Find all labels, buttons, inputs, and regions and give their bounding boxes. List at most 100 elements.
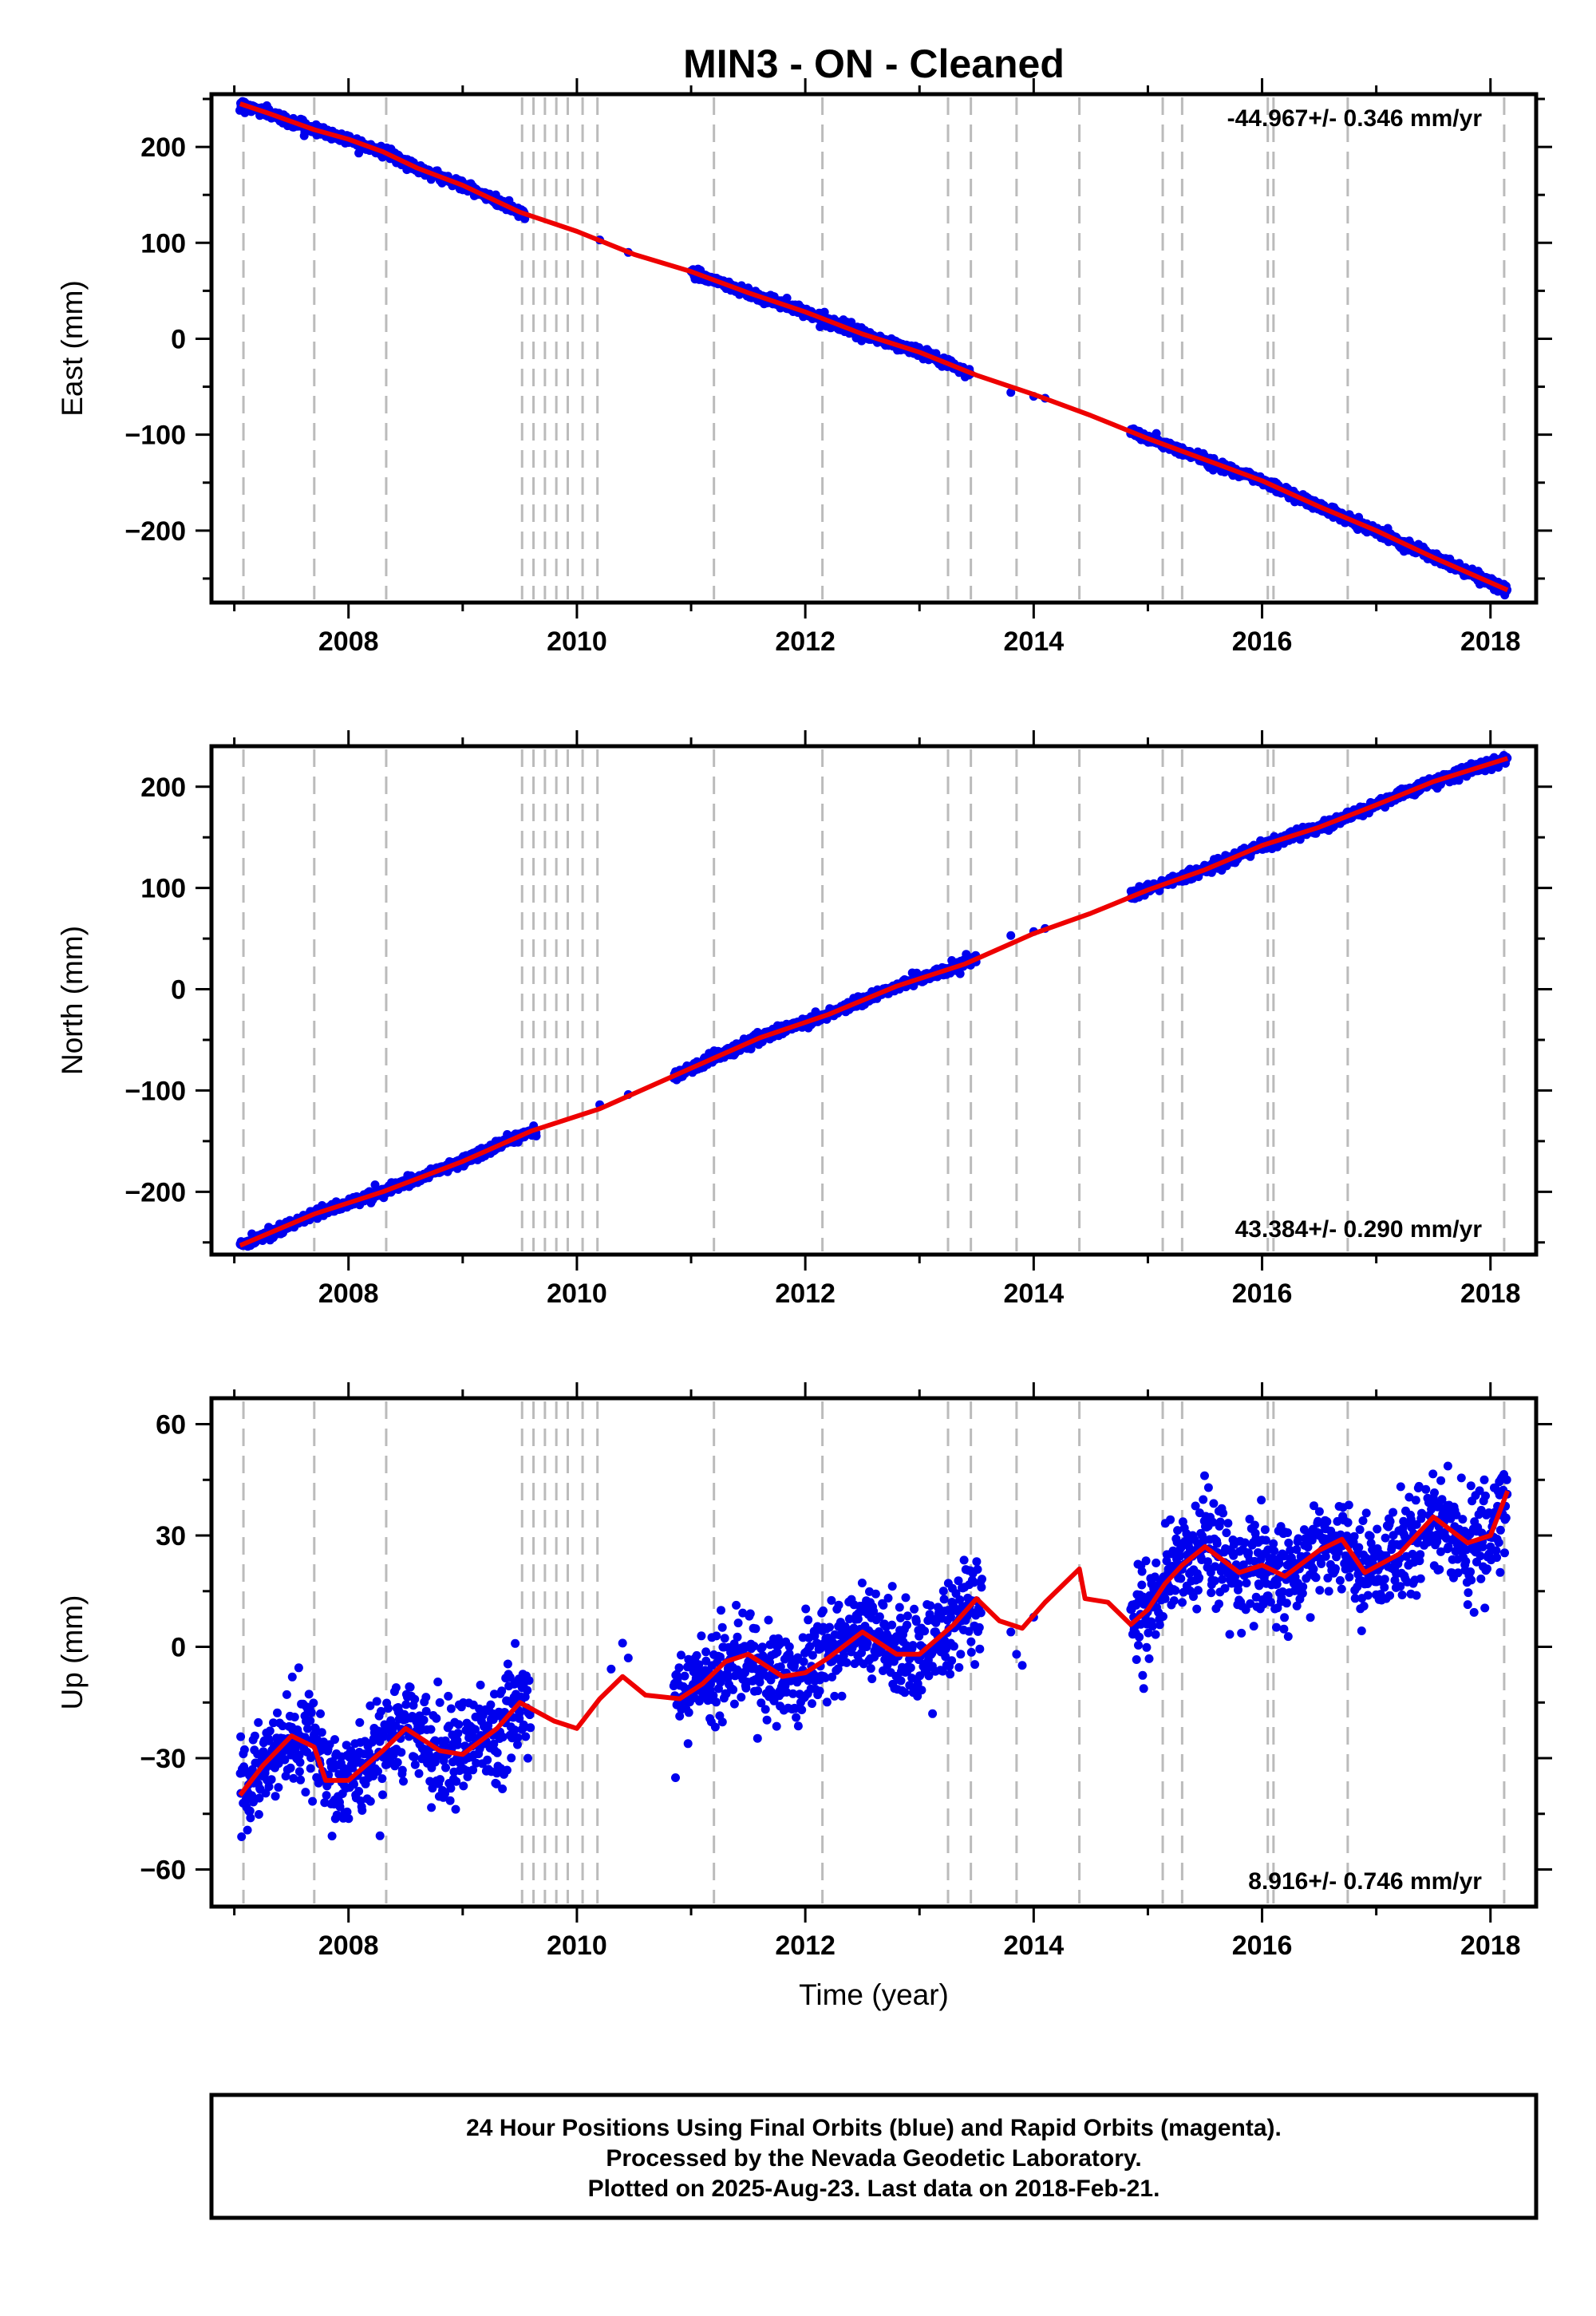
up-data-point — [762, 1715, 772, 1725]
east-x-tick-label: 2016 — [1232, 626, 1293, 657]
up-data-point — [322, 1791, 331, 1800]
north-y-axis-label: North (mm) — [56, 926, 89, 1075]
east-x-tick-label: 2014 — [1004, 626, 1065, 657]
up-data-point — [793, 1721, 803, 1731]
up-data-point — [733, 1632, 742, 1642]
up-data-point — [745, 1609, 755, 1618]
up-data-point — [445, 1796, 455, 1805]
up-data-point — [498, 1784, 508, 1793]
up-data-point — [717, 1717, 727, 1727]
up-data-point — [523, 1753, 532, 1763]
up-data-point — [521, 1732, 531, 1741]
up-data-point — [677, 1650, 685, 1660]
up-data-point — [486, 1700, 496, 1709]
up-data-point — [815, 1686, 824, 1696]
up-data-point — [237, 1832, 247, 1841]
up-data-point — [274, 1783, 283, 1792]
up-data-point — [683, 1739, 693, 1749]
up-data-point — [755, 1678, 764, 1687]
up-data-point — [306, 1708, 316, 1717]
up-data-point — [834, 1600, 843, 1610]
up-data-point — [410, 1760, 420, 1769]
up-data-point — [827, 1595, 836, 1605]
up-data-point — [397, 1765, 407, 1775]
east-y-tick-label: −100 — [124, 421, 186, 451]
up-data-point — [421, 1693, 431, 1702]
up-data-point — [674, 1663, 684, 1673]
up-data-point — [441, 1763, 450, 1773]
up-data-point — [760, 1705, 770, 1714]
east-y-tick-label: −200 — [124, 516, 186, 547]
up-data-point — [405, 1682, 415, 1692]
up-data-point — [294, 1767, 304, 1777]
up-data-point — [497, 1686, 507, 1696]
up-data-point — [797, 1705, 807, 1714]
up-data-point — [808, 1699, 816, 1709]
up-data-point — [344, 1814, 354, 1824]
up-data-point — [446, 1704, 456, 1713]
north-x-tick-label: 2014 — [1004, 1279, 1065, 1309]
up-data-point — [236, 1732, 246, 1741]
up-data-point — [294, 1663, 303, 1673]
up-data-point — [825, 1622, 834, 1632]
up-data-point — [729, 1699, 739, 1709]
up-data-point — [680, 1671, 689, 1681]
up-data-point — [399, 1777, 408, 1786]
north-y-tick-label: 100 — [140, 874, 186, 904]
up-data-point — [717, 1622, 727, 1632]
east-y-tick-label: 100 — [140, 228, 186, 259]
up-data-point — [436, 1775, 444, 1784]
east-x-tick-label: 2012 — [775, 626, 836, 657]
up-data-point — [426, 1725, 436, 1734]
up-data-point — [483, 1755, 492, 1765]
up-data-point — [444, 1691, 453, 1701]
up-data-point — [524, 1676, 534, 1686]
up-data-point — [737, 1693, 746, 1702]
up-data-point — [452, 1777, 461, 1786]
up-data-point — [267, 1775, 276, 1784]
up-data-point — [286, 1763, 295, 1773]
up-data-point — [453, 1729, 463, 1738]
up-data-point — [819, 1606, 828, 1615]
up-data-point — [764, 1615, 773, 1625]
up-data-point — [523, 1686, 532, 1695]
up-data-point — [265, 1726, 275, 1736]
up-data-point — [301, 1788, 310, 1797]
up-data-point — [358, 1806, 367, 1815]
up-data-point — [671, 1773, 680, 1782]
north-y-tick-label: −200 — [124, 1177, 186, 1207]
up-data-point — [378, 1790, 387, 1800]
up-data-point — [282, 1690, 291, 1699]
up-data-point — [330, 1735, 339, 1745]
up-data-point — [710, 1722, 720, 1732]
up-data-point — [801, 1604, 811, 1614]
up-data-point — [804, 1615, 813, 1625]
up-data-point — [526, 1723, 535, 1733]
up-data-point — [732, 1600, 741, 1610]
north-x-tick-label: 2016 — [1232, 1279, 1293, 1309]
up-data-point — [287, 1672, 297, 1682]
up-data-point — [309, 1698, 318, 1708]
up-data-point — [317, 1728, 326, 1737]
up-data-point — [511, 1638, 520, 1648]
up-data-point — [393, 1757, 402, 1767]
north-x-tick-label: 2012 — [775, 1279, 836, 1309]
up-data-point — [712, 1697, 721, 1707]
up-data-point — [751, 1624, 760, 1634]
up-data-point — [697, 1631, 706, 1641]
up-data-point — [306, 1716, 315, 1725]
up-data-point — [327, 1832, 337, 1841]
north-x-tick-label: 2018 — [1460, 1279, 1521, 1309]
up-data-point — [503, 1659, 512, 1669]
up-data-point — [290, 1713, 299, 1721]
east-y-tick-label: 0 — [171, 324, 186, 354]
up-data-point — [684, 1708, 693, 1717]
up-data-point — [492, 1748, 502, 1757]
up-data-point — [772, 1721, 781, 1731]
up-data-point — [757, 1642, 767, 1652]
north-rate-label: 43.384+/- 0.290 mm/yr — [1235, 1216, 1483, 1243]
up-data-point — [433, 1678, 443, 1686]
up-data-point — [254, 1717, 263, 1727]
up-data-point — [784, 1642, 794, 1651]
